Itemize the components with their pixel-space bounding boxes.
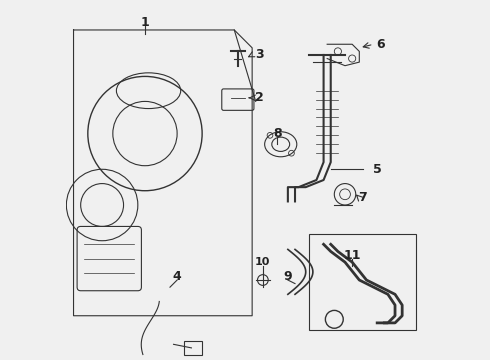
Text: 2: 2 (255, 91, 264, 104)
Bar (184, 341, 202, 355)
Text: 7: 7 (359, 192, 368, 204)
Text: 10: 10 (255, 257, 270, 267)
Text: 6: 6 (376, 38, 385, 51)
Text: 3: 3 (255, 49, 264, 62)
Text: 4: 4 (173, 270, 181, 283)
Text: 8: 8 (273, 127, 281, 140)
Text: 11: 11 (343, 248, 361, 261)
Bar (309, 234, 416, 330)
Text: 1: 1 (141, 16, 149, 29)
Text: 9: 9 (284, 270, 292, 283)
Text: 5: 5 (373, 163, 382, 176)
